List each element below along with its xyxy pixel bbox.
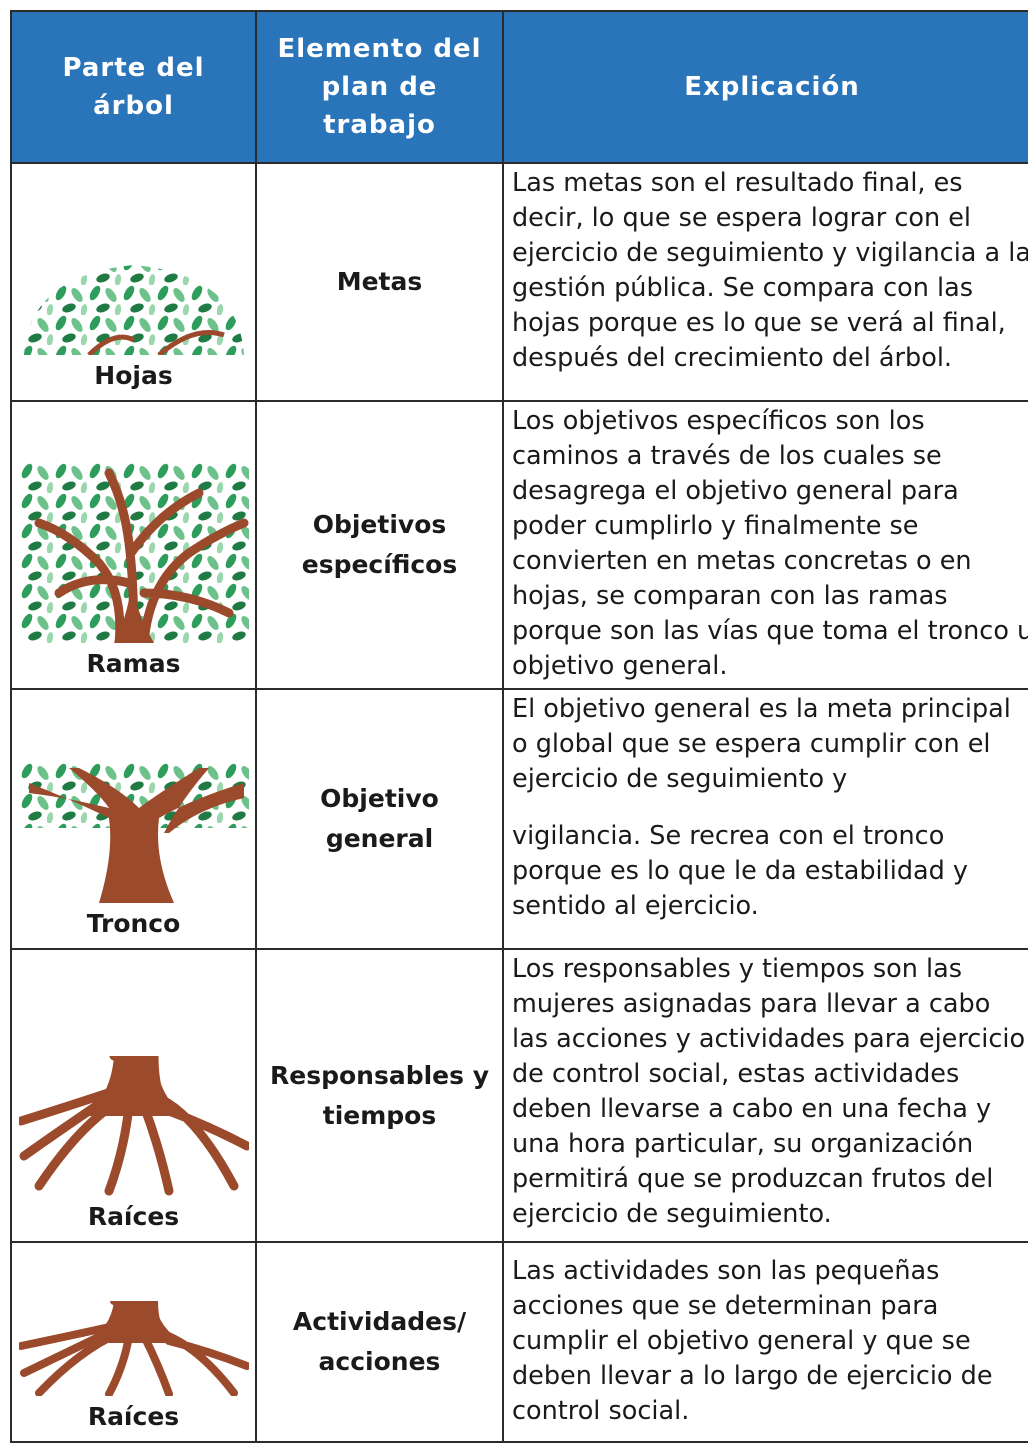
header-row: Parte del árbol Elemento del plan de tra… (10, 10, 1028, 164)
row: Ramas Objetivos específicos Los objetivo… (10, 400, 1028, 690)
leaves-illustration (23, 265, 244, 355)
part-cell: Hojas (10, 162, 257, 402)
explanation: Las actividades son las pequeñas accione… (512, 1255, 993, 1426)
explanation: Los objetivos específicos son los camino… (512, 406, 1028, 681)
row: Hojas Metas Las metas son el resultado f… (10, 162, 1028, 402)
explanation: Los responsables y tiempos son las mujer… (512, 954, 1026, 1229)
trunk-illustration (18, 763, 249, 903)
explanation-cell: Los responsables y tiempos son las mujer… (502, 948, 1028, 1243)
element-cell: Objetivo general (255, 688, 504, 950)
part-cell: Raíces (10, 948, 257, 1243)
row: Tronco Objetivo general El objetivo gene… (10, 688, 1028, 950)
explanation-cell: Los objetivos específicos son los camino… (502, 400, 1028, 690)
part-label: Raíces (87, 1402, 180, 1431)
element-cell: Responsables y tiempos (255, 948, 504, 1243)
explanation: El objetivo general es la meta principal… (512, 694, 1011, 794)
element-cell: Metas (255, 162, 504, 402)
row: Raíces Actividades/ acciones Las activid… (10, 1241, 1028, 1443)
header-cell: Elemento del plan de trabajo (255, 10, 504, 164)
work-plan-table: Parte del árbol Elemento del plan de tra… (10, 10, 1028, 1443)
roots-illustration (18, 1056, 249, 1196)
part-cell: Ramas (10, 400, 257, 690)
header-cell: Explicación (502, 10, 1028, 164)
part-label: Tronco (86, 909, 181, 938)
element-cell: Objetivos específicos (255, 400, 504, 690)
part-label: Ramas (86, 649, 181, 678)
roots-illustration (18, 1301, 249, 1396)
header-cell: Parte del árbol (10, 10, 257, 164)
element-cell: Actividades/ acciones (255, 1241, 504, 1443)
branches-illustration (18, 463, 249, 643)
explanation-cell: Las actividades son las pequeñas accione… (502, 1241, 1028, 1443)
part-cell: Raíces (10, 1241, 257, 1443)
row: Raíces Responsables y tiempos Los respon… (10, 948, 1028, 1243)
part-label: Raíces (87, 1202, 180, 1231)
explanation: Las metas son el resultado final, es dec… (512, 168, 1028, 373)
explanation-cell: Las metas son el resultado final, es dec… (502, 162, 1028, 402)
explanation: vigilancia. Se recrea con el tronco porq… (512, 821, 969, 921)
part-label: Hojas (94, 361, 173, 390)
explanation-cell: El objetivo general es la meta principal… (502, 688, 1028, 950)
part-cell: Tronco (10, 688, 257, 950)
